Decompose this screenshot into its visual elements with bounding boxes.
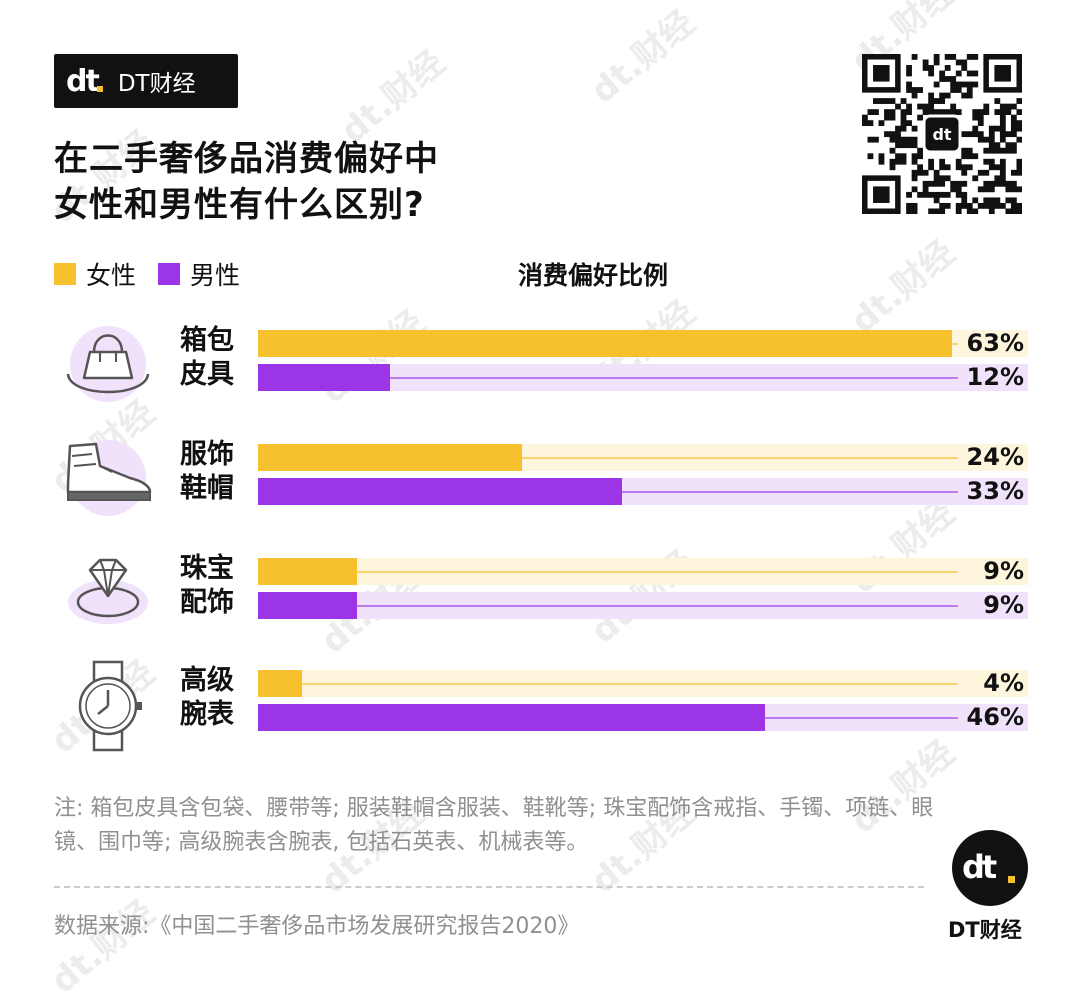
watermark-text: dt.财经 — [583, 2, 703, 112]
value-label-female: 63% — [966, 329, 1024, 357]
value-label-male: 12% — [966, 363, 1024, 391]
legend-swatch-male — [158, 263, 181, 285]
legend-label-female: 女性 — [86, 261, 137, 290]
qr-code-icon: dt — [862, 54, 1022, 214]
watermark-text: dt.财经 — [333, 42, 453, 152]
chart-title: 消费偏好比例 — [518, 261, 669, 290]
diamond-icon — [68, 558, 148, 624]
value-label-male: 33% — [966, 477, 1024, 505]
category-label-line: 鞋帽 — [180, 473, 234, 504]
bar-male — [258, 704, 765, 731]
category-label-line: 配饰 — [180, 587, 234, 618]
bar-male — [258, 364, 391, 391]
legend-item-female: 女性 — [54, 256, 136, 292]
category-label-line: 珠宝 — [180, 553, 234, 584]
bar-track-male: 33% — [258, 478, 1028, 505]
value-label-female: 24% — [966, 443, 1024, 471]
footnote: 注: 箱包皮具含包袋、腰带等; 服装鞋帽含服装、鞋靴等; 珠宝配饰含戒指、手镯、… — [54, 796, 934, 855]
bar-track-male: 12% — [258, 364, 1028, 391]
footer-logo-dot — [1008, 876, 1015, 883]
bar-track-male: 46% — [258, 704, 1028, 731]
bar-female — [258, 558, 358, 585]
category-label-line: 腕表 — [180, 699, 234, 730]
category-label-line: 皮具 — [180, 359, 234, 390]
title-line-2: 女性和男性有什么区别? — [54, 185, 425, 225]
guide-line — [258, 683, 958, 685]
bar-track-female: 63% — [258, 330, 1028, 357]
value-label-female: 9% — [983, 557, 1024, 585]
data-source: 数据来源:《中国二手奢侈品市场发展研究报告2020》 — [54, 914, 580, 939]
title-line-1: 在二手奢侈品消费偏好中 — [54, 139, 439, 179]
guide-line — [258, 457, 958, 459]
footer-logo-mark: dt — [962, 848, 997, 886]
svg-text:dt: dt — [932, 125, 951, 144]
watch-icon — [78, 660, 142, 752]
value-label-female: 4% — [983, 669, 1024, 697]
handbag-icon — [66, 326, 150, 402]
category-label-line: 服饰 — [180, 439, 234, 470]
category-label: 高级 腕表 — [180, 664, 250, 732]
legend-item-male: 男性 — [158, 256, 240, 292]
brand-logo-mark: dt — [66, 63, 100, 99]
category-label: 箱包 皮具 — [180, 324, 250, 392]
bar-track-female: 24% — [258, 444, 1028, 471]
legend: 女性 男性 — [54, 256, 262, 292]
guide-line — [258, 571, 958, 573]
bar-track-male: 9% — [258, 592, 1028, 619]
bar-male — [258, 478, 622, 505]
value-label-male: 9% — [983, 591, 1024, 619]
legend-swatch-female — [54, 263, 76, 285]
brand-badge: dt DT财经 — [54, 54, 238, 108]
brand-logo-dot — [96, 86, 103, 92]
page-title: 在二手奢侈品消费偏好中 女性和男性有什么区别? — [54, 136, 439, 228]
footer-logo: dt — [952, 830, 1028, 906]
watermark-text: dt.财经 — [843, 232, 963, 342]
bar-male — [258, 592, 358, 619]
bar-female — [258, 670, 303, 697]
watermark-text: dt.财经 — [43, 892, 163, 1002]
bar-track-female: 9% — [258, 558, 1028, 585]
bar-female — [258, 330, 952, 357]
sneaker-icon — [66, 440, 152, 516]
category-label: 服饰 鞋帽 — [180, 438, 250, 506]
guide-line — [258, 605, 958, 607]
dashed-divider — [54, 886, 924, 888]
category-label: 珠宝 配饰 — [180, 552, 250, 620]
footer-logo-name: DT财经 — [948, 918, 1022, 942]
legend-label-male: 男性 — [190, 261, 241, 290]
category-label-line: 箱包 — [180, 325, 234, 356]
bar-female — [258, 444, 523, 471]
guide-line — [258, 377, 958, 379]
bar-track-female: 4% — [258, 670, 1028, 697]
brand-name: DT财经 — [117, 71, 196, 97]
value-label-male: 46% — [966, 703, 1024, 731]
category-label-line: 高级 — [180, 665, 234, 696]
